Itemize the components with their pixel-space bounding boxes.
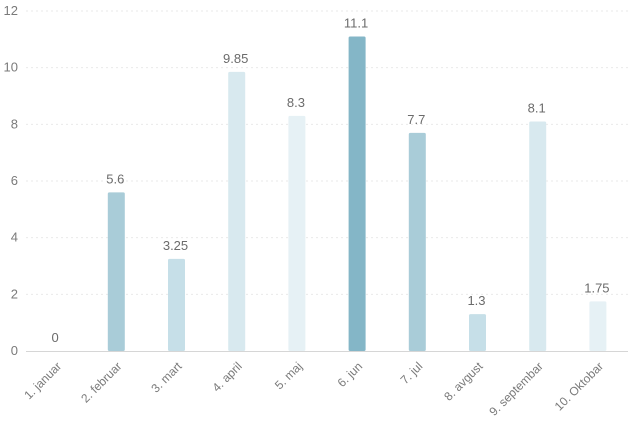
y-tick-label: 8 [11,116,18,131]
y-tick-label: 12 [4,3,18,18]
y-tick-label: 6 [11,173,18,188]
x-tick-label: 7. jul [398,359,426,387]
bar [408,132,426,351]
data-label: 8.3 [287,95,305,110]
x-tick-label: 8. avgust [441,359,486,404]
data-label: 8.1 [528,101,546,116]
bar [469,314,486,351]
bar [288,115,306,351]
x-tick-label: 6. jun [335,359,366,390]
x-tick-label: 10. Oktobar [552,359,606,413]
bar [348,36,366,351]
data-label: 0 [51,330,58,345]
x-tick-label: 9. septembar [486,359,545,418]
data-label: 11.1 [344,16,368,31]
data-label: 1.75 [584,280,609,295]
bar [529,121,547,351]
x-tick-label: 5. maj [272,359,305,392]
data-labels: 0 5.6 3.25 9.85 8.3 11.1 7.7 1.3 8.1 1.75 [51,16,609,346]
x-axis: 1. januar 2. februar 3. mart 4. april 5. maj… [21,359,606,419]
data-label: 1.3 [467,293,485,308]
x-tick-label: 4. april [209,359,244,394]
x-tick-label: 2. februar [78,359,124,405]
grid-layer [26,10,628,352]
data-label: 5.6 [106,171,124,186]
x-tick-label: 3. mart [148,359,185,396]
bar [168,258,185,351]
y-tick-label: 2 [11,286,18,301]
data-label: 7.7 [407,112,425,127]
bar [107,192,125,351]
bar [589,301,607,351]
y-tick-label: 4 [11,230,18,245]
y-tick-label: 10 [4,60,18,75]
bar [228,71,246,352]
y-tick-label: 0 [11,343,18,358]
y-axis: 0 2 4 6 8 10 12 [4,3,18,358]
x-tick-label: 1. januar [21,359,64,402]
bars [107,36,607,352]
data-label: 3.25 [163,238,188,253]
data-label: 9.85 [223,51,248,66]
